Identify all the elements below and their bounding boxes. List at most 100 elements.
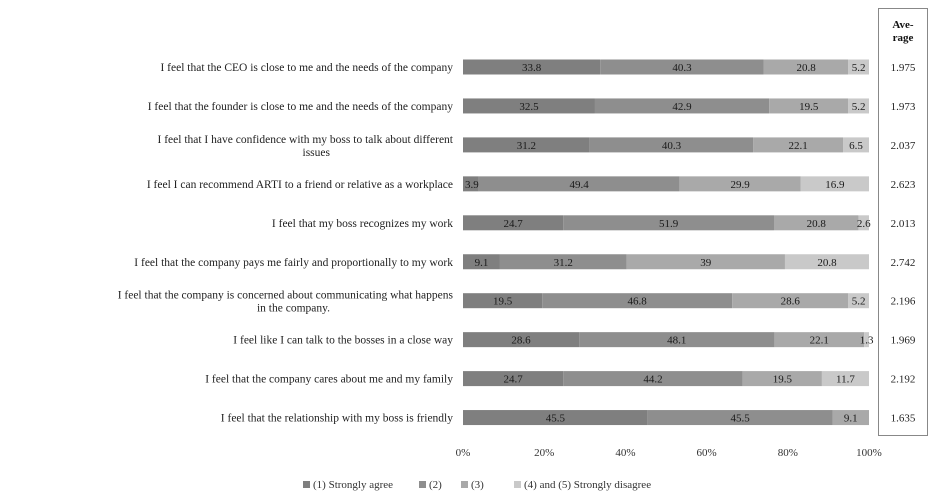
bar-segment [594,98,770,114]
bar-segment [463,137,590,153]
data-label: 49.4 [569,179,589,191]
average-value: 2.013 [891,218,916,230]
bar-segment [563,215,774,231]
bar-segment [763,59,849,75]
data-label: 29.9 [730,179,750,191]
data-label: 19.5 [773,374,793,386]
bar-segment [742,371,822,387]
data-label: 19.5 [493,296,513,308]
bar-segment [542,293,733,309]
bar-segment [563,371,743,387]
bar-segment [463,254,500,270]
legend-swatch [514,481,521,488]
x-tick-label: 80% [778,447,798,459]
bar-segment [463,293,543,309]
average-value: 1.969 [891,335,916,347]
bar-segment [463,176,479,192]
data-label: 42.9 [672,101,692,113]
data-label: 31.2 [517,140,536,152]
x-tick-label: 100% [856,447,882,459]
average-value: 1.635 [891,413,916,425]
data-label: 6.5 [849,140,863,152]
data-label: 22.1 [789,140,808,152]
category-label: I feel I can recommend ARTI to a friend … [147,179,453,191]
category-label: I feel that the company is concerned abo… [118,290,454,315]
average-column-box [878,8,928,436]
bar-segment [732,293,849,309]
average-value: 1.973 [891,101,916,113]
legend-label: (2) [429,479,442,491]
x-tick-label: 60% [697,447,717,459]
category-label: I feel like I can talk to the bosses in … [233,335,453,347]
x-tick-label: 20% [534,447,554,459]
bar-segment [463,410,648,426]
bar-segment [600,59,764,75]
data-label: 9.1 [844,413,858,425]
data-label: 5.2 [852,296,866,308]
bar-segment [647,410,833,426]
data-label: 45.5 [730,413,750,425]
data-label: 2.6 [857,218,871,230]
average-header: rage [893,32,914,44]
bar-segment [848,293,869,309]
legend-swatch [419,481,426,488]
data-label: 9.1 [475,257,489,269]
bar-segment [858,215,869,231]
data-label: 46.8 [628,296,648,308]
category-label: I feel that the founder is close to me a… [148,101,454,113]
bar-segment [843,137,869,153]
legend-swatch [461,481,468,488]
data-label: 31.2 [554,257,573,269]
data-label: 20.8 [796,62,816,74]
data-label: 16.9 [825,179,845,191]
bar-segment [848,98,869,114]
bar-segment [848,59,869,75]
bar-segment [463,59,601,75]
bar-segment [753,137,844,153]
data-label: 28.6 [781,296,801,308]
bar-segment [463,371,564,387]
category-label: I feel that the company pays me fairly a… [134,257,453,269]
average-value: 2.192 [891,374,916,386]
data-label: 48.1 [667,335,686,347]
bar-segment [832,410,869,426]
data-label: 24.7 [504,374,524,386]
bar-segment [774,332,865,348]
data-label: 32.5 [519,101,539,113]
bar-segment [499,254,627,270]
bar-segment [478,176,680,192]
data-label: 24.7 [504,218,524,230]
category-label: I feel that the CEO is close to me and t… [160,62,453,74]
data-label: 19.5 [799,101,819,113]
bar-segment [800,176,869,192]
data-label: 11.7 [836,374,855,386]
data-label: 3.9 [465,179,479,191]
data-label: 20.8 [817,257,837,269]
bar-segment [773,215,859,231]
data-label: 51.9 [659,218,679,230]
data-label: 5.2 [852,62,866,74]
category-label: I feel that my boss recognizes my work [272,218,453,230]
x-tick-label: 0% [456,447,471,459]
category-label: I feel that the company cares about me a… [205,374,453,386]
data-label: 5.2 [852,101,866,113]
average-value: 2.742 [891,257,916,269]
bar-segment [679,176,801,192]
legend-swatch [303,481,310,488]
data-label: 44.2 [643,374,662,386]
bar-segment [821,371,869,387]
category-label: I feel that the relationship with my bos… [221,413,453,425]
legend-label: (3) [471,479,484,491]
data-label: 22.1 [810,335,829,347]
data-label: 1.3 [860,335,874,347]
bar-segment [769,98,849,114]
bar-segment [589,137,754,153]
data-label: 20.8 [807,218,827,230]
average-header: Ave- [892,19,914,31]
data-label: 39 [700,257,712,269]
average-value: 1.975 [891,62,916,74]
bar-segment [626,254,785,270]
bar-segment [463,215,564,231]
bar-segment [864,332,869,348]
